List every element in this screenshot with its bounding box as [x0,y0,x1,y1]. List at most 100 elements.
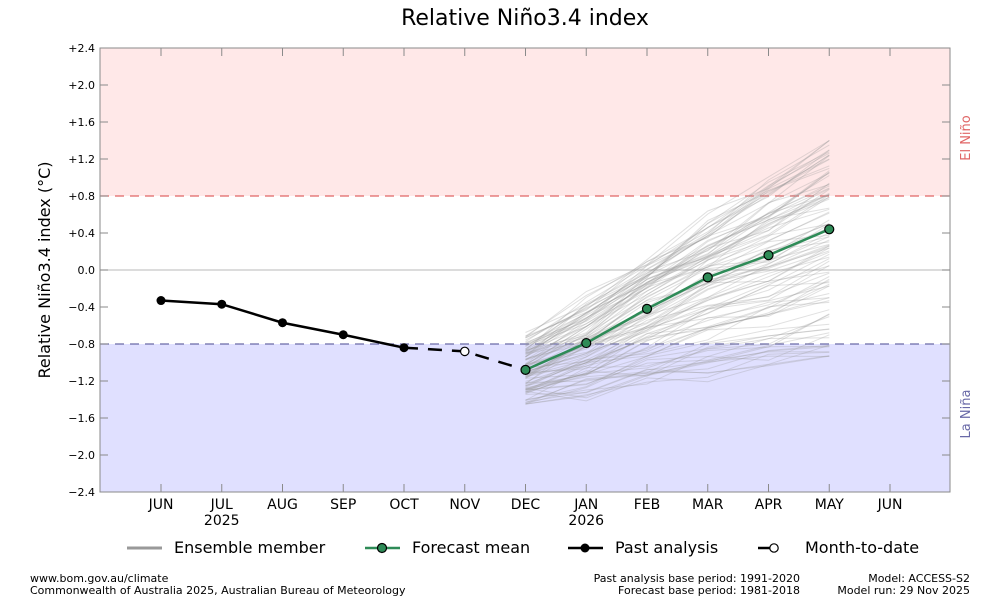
y-tick-label: −2.0 [68,449,95,462]
forecast-mean-point [520,364,531,375]
ensemble-member-line [525,351,830,405]
ensemble-member-line [525,144,830,337]
ensemble-member-line [525,140,830,338]
ensemble-member-line [525,265,830,369]
y-tick-label: −0.8 [68,338,95,351]
footer-past-base: Past analysis base period: 1991-2020 [593,572,800,585]
ensemble-member-line [525,236,830,378]
x-year-label: 2025 [204,513,240,529]
y-tick-label: −0.4 [68,301,95,314]
ensemble-member-line [525,355,830,402]
ensemble-member-line [525,165,830,354]
ensemble-member-line [525,149,830,353]
ensemble-member-line [525,154,830,350]
legend-past-marker [580,543,590,553]
legend-label: Past analysis [615,538,718,557]
x-tick-label: JUL [210,497,233,513]
x-tick-label: MAR [692,497,724,513]
x-tick-label: AUG [267,497,298,513]
ensemble-members [525,140,830,405]
footer-credits: www.bom.gov.au/climate Commonwealth of A… [30,573,405,597]
ensemble-member-line [525,140,830,337]
legend-entry: Past analysis [568,538,718,557]
forecast-mean-point [702,272,713,283]
ensemble-member-line [525,346,830,399]
ensemble-member-line [525,344,830,403]
ensemble-member-line [525,243,830,385]
ensemble-member-line [525,194,830,366]
ensemble-member-line [525,223,830,355]
past-analysis-point [338,330,348,340]
ensemble-member-line [525,232,830,374]
footer-base-periods: Past analysis base period: 1991-2020 For… [594,573,800,597]
x-tick-label: APR [755,497,783,513]
forecast-mean-point [581,337,592,349]
ensemble-member-line [525,293,830,379]
ensemble-member-line [525,272,830,375]
ensemble-member-line [525,260,830,376]
ensemble-member-line [525,236,830,365]
ensemble-member-line [525,271,830,384]
ensemble-member-line [525,152,830,351]
ensemble-member-line [525,158,830,341]
ensemble-member-line [525,309,830,392]
ensemble-member-line [525,212,830,361]
ensemble-member-line [525,337,830,405]
footer-forecast-base: Forecast base period: 1981-2018 [618,584,800,597]
x-year-label: 2026 [568,513,604,529]
ensemble-member-line [525,245,830,379]
forecast-mean-point [763,250,774,261]
axis-ticks: +2.4 +2.0 +1.6 +1.2 +0.8 +0.4 0.0 −0.4 −0.8 −1.2 −… [68,42,950,529]
footer-url[interactable]: www.bom.gov.au/climate [30,572,169,585]
ensemble-member-line [525,328,830,395]
month-to-date-point [459,346,470,357]
el-nino-band [100,48,950,196]
ensemble-member-line [525,355,830,405]
ensemble-member-line [525,244,830,378]
ensemble-member-line [525,197,830,354]
ensemble-member-line [525,155,830,358]
y-tick-label: −1.2 [68,375,95,388]
el-nino-label: El Niño [959,115,974,161]
ensemble-member-line [525,351,830,404]
ensemble-member-line [525,301,830,388]
ensemble-member-line [525,256,830,387]
ensemble-member-line [525,158,830,339]
ensemble-member-line [525,283,830,394]
ensemble-member-line [525,154,830,333]
ensemble-member-line [525,278,830,394]
legend-forecast-marker [376,542,388,554]
legend-entry: Month-to-date [758,538,919,557]
x-tick-label: JUN [148,497,174,513]
ensemble-member-line [525,171,830,358]
x-tick-label: JAN [573,497,598,513]
x-tick-label: MAY [815,497,845,513]
forecast-mean-point [824,224,835,235]
ensemble-member-line [525,140,830,348]
legend-label: Forecast mean [412,538,530,557]
past-analysis-point [156,296,166,306]
ensemble-member-line [525,183,830,369]
legend: Ensemble member Forecast mean Past analysi… [127,538,919,557]
ensemble-member-line [525,328,830,383]
past-analysis-point [399,343,409,353]
x-tick-label: FEB [634,497,661,513]
legend-label: Month-to-date [805,538,919,557]
ensemble-member-line [525,182,830,350]
ensemble-member-line [525,344,830,405]
la-nina-label: La Niña [959,390,974,439]
threshold-bands [100,48,950,492]
forecast-mean-point [641,303,653,314]
footer-model-run: Model run: 29 Nov 2025 [837,584,970,597]
footer-model: Model: ACCESS-S2 [868,572,970,585]
ensemble-member-line [525,313,830,401]
y-tick-label: −1.6 [68,412,95,425]
ensemble-member-line [525,297,830,391]
ensemble-member-line [525,276,830,390]
ensemble-member-line [525,194,830,346]
ensemble-member-line [525,316,830,391]
ensemble-member-line [525,187,830,347]
y-axis-label: Relative Niño3.4 index (°C) [35,162,54,379]
chart-title: Relative Niño3.4 index [401,6,649,31]
